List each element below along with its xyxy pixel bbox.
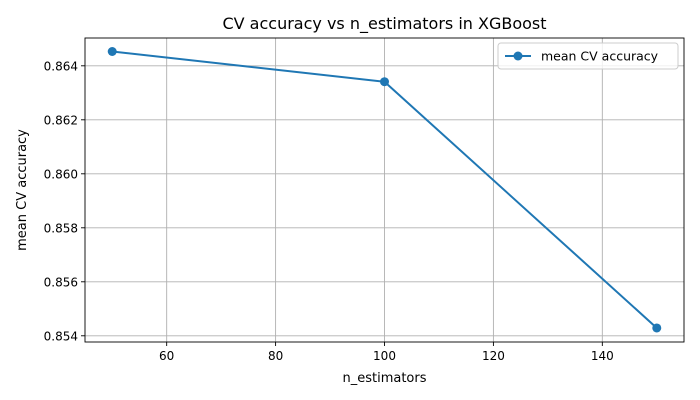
legend-marker <box>513 51 523 61</box>
legend: mean CV accuracy <box>497 42 679 70</box>
data-point <box>652 323 662 333</box>
x-tick-label: 120 <box>482 349 505 363</box>
y-tick-label: 0.856 <box>44 275 78 289</box>
y-axis-label: mean CV accuracy <box>15 129 30 251</box>
y-tick-label: 0.864 <box>44 59 78 73</box>
chart-title: CV accuracy vs n_estimators in XGBoost <box>222 14 546 34</box>
x-tick-label: 140 <box>591 349 614 363</box>
y-tick-label: 0.860 <box>44 167 78 181</box>
data-point <box>380 77 389 87</box>
x-tick-label: 60 <box>159 349 174 363</box>
axis-ticks: 60 80 100 120 140 0.854 0.856 0.858 0.860 0.862 0.… <box>44 59 614 363</box>
legend-box <box>497 42 679 70</box>
legend-label: mean CV accuracy <box>541 49 659 64</box>
data-point <box>107 46 117 56</box>
x-tick-label: 80 <box>268 349 283 363</box>
y-tick-label: 0.854 <box>44 329 78 343</box>
y-tick-label: 0.858 <box>44 221 78 235</box>
x-tick-label: 100 <box>373 349 396 363</box>
series-layer <box>107 46 662 333</box>
y-tick-label: 0.862 <box>44 113 78 127</box>
x-axis-label: n_estimators <box>342 371 426 386</box>
